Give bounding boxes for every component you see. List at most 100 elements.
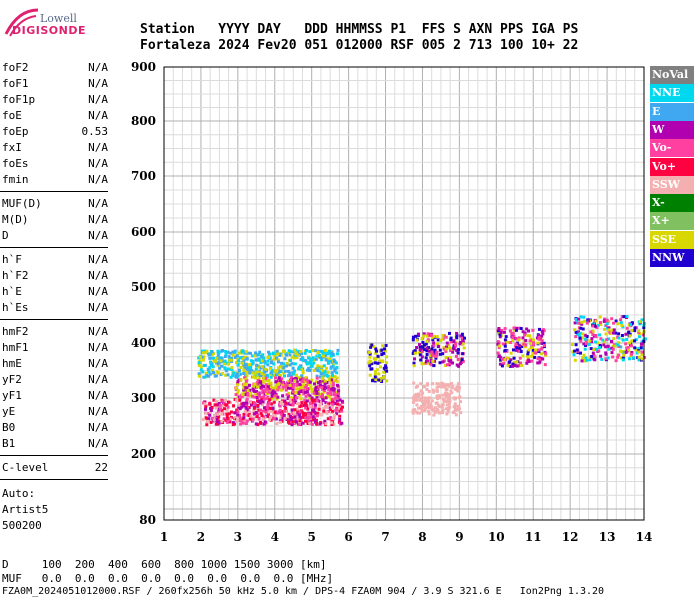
echo-point <box>448 399 452 403</box>
echo-point <box>314 386 318 389</box>
echo-point <box>616 322 620 326</box>
echo-point <box>415 338 419 342</box>
echo-point <box>265 379 269 383</box>
echo-point <box>214 360 217 364</box>
echo-point <box>541 332 545 336</box>
echo-point <box>603 327 606 331</box>
echo-point <box>316 364 320 368</box>
echo-point <box>583 333 587 337</box>
echo-point <box>261 388 265 392</box>
echo-point <box>511 331 515 335</box>
echo-point <box>616 355 620 359</box>
echo-point <box>430 347 434 351</box>
echo-point <box>313 401 316 405</box>
echo-point <box>310 398 314 402</box>
echo-point <box>210 368 214 372</box>
echo-point <box>311 349 315 352</box>
echo-point <box>207 412 211 416</box>
echo-point <box>321 399 325 402</box>
echo-point <box>432 349 436 353</box>
echo-point <box>245 401 249 405</box>
echo-point <box>316 384 320 388</box>
echo-point <box>324 396 328 400</box>
echo-point <box>265 387 269 391</box>
param-name: yF1 <box>2 389 22 402</box>
echo-point <box>378 359 382 363</box>
echo-point <box>305 390 309 394</box>
echo-point <box>332 383 335 387</box>
echo-point <box>316 351 320 354</box>
echo-point <box>229 358 233 362</box>
echo-point <box>419 382 423 386</box>
echo-point <box>624 350 628 354</box>
echo-point <box>205 423 209 427</box>
echo-point <box>322 406 326 410</box>
echo-point <box>413 351 417 355</box>
param-row-hme: hmE N/A <box>2 356 108 372</box>
echo-point <box>283 417 287 420</box>
echo-point <box>420 355 424 359</box>
echo-point <box>300 379 304 383</box>
echo-point <box>331 417 335 420</box>
echo-point <box>244 350 248 354</box>
echo-point <box>525 361 529 365</box>
echo-point <box>541 328 545 332</box>
echo-point <box>207 370 211 374</box>
echo-point <box>423 400 427 404</box>
echo-point <box>251 371 254 375</box>
param-name: B1 <box>2 437 16 450</box>
echo-point <box>455 331 459 335</box>
echo-point <box>260 414 264 418</box>
param-value: N/A <box>88 405 108 418</box>
footer-distance: D 100 200 400 600 800 1000 1500 3000 [km… <box>2 558 327 571</box>
echo-point <box>245 408 249 412</box>
echo-point <box>514 348 518 352</box>
echo-point <box>301 413 305 417</box>
echo-point <box>269 371 273 375</box>
echo-point <box>315 399 319 403</box>
echo-point <box>425 353 429 356</box>
echo-point <box>276 395 280 399</box>
echo-point <box>335 371 339 375</box>
echo-point <box>579 315 583 319</box>
x-tick-label: 11 <box>525 530 542 544</box>
echo-point <box>437 382 441 386</box>
echo-point <box>267 390 271 394</box>
echo-point <box>202 355 206 359</box>
y-tick-label: 200 <box>131 447 156 461</box>
echo-point <box>436 403 440 407</box>
echo-point <box>261 403 265 407</box>
echo-point <box>324 358 328 362</box>
echo-point <box>294 390 298 394</box>
echo-point <box>259 355 263 359</box>
echo-point <box>244 379 248 383</box>
echo-point <box>242 359 246 362</box>
echo-point <box>463 336 466 340</box>
echo-point <box>301 357 305 361</box>
echo-point <box>335 379 339 383</box>
echo-point <box>322 387 326 391</box>
echo-point <box>204 371 208 375</box>
echo-point <box>638 320 642 324</box>
echo-point <box>300 401 304 405</box>
echo-point <box>427 399 431 403</box>
legend-item-ssw: SSW <box>650 175 694 194</box>
echo-point <box>509 351 513 355</box>
echo-point <box>323 389 327 392</box>
echo-point <box>209 360 212 364</box>
echo-point <box>329 378 333 382</box>
echo-point <box>232 404 236 408</box>
echo-point <box>238 356 242 360</box>
echo-point <box>418 398 422 402</box>
echo-point <box>607 328 611 332</box>
echo-point <box>329 393 333 397</box>
echo-point <box>511 339 515 343</box>
echo-point <box>499 331 503 334</box>
echo-point <box>538 327 541 331</box>
param-row-ye: yE N/A <box>2 404 108 420</box>
echo-point <box>243 376 247 380</box>
param-value: N/A <box>88 389 108 402</box>
echo-point <box>204 405 208 409</box>
echo-point <box>333 367 337 371</box>
echo-point <box>573 328 577 332</box>
